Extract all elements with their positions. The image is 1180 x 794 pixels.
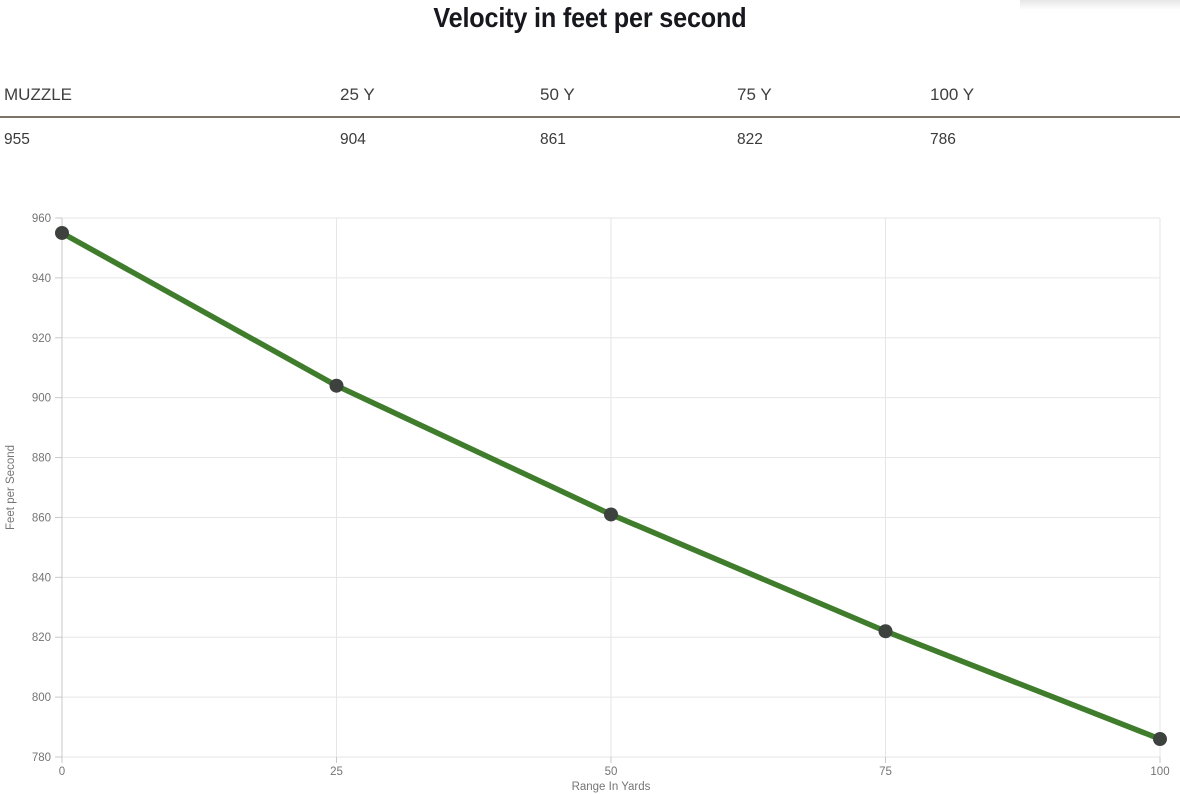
y-tick-label: 920: [32, 333, 51, 345]
x-tick-label: 0: [59, 766, 65, 778]
velocity-table: MUZZLE 25 Y 50 Y 75 Y 100 Y 955 904 861 …: [0, 74, 1180, 161]
velocity-line-chart[interactable]: 780 800 820 840 860 880 900 920 940 960 0 25 50 75 100…: [0, 194, 1180, 794]
table-header-50y: 50 Y: [540, 85, 575, 104]
table-header-100y: 100 Y: [930, 85, 975, 104]
table-header-25y: 25 Y: [340, 85, 375, 104]
x-tick-label: 100: [1150, 766, 1169, 778]
table-header-muzzle: MUZZLE: [4, 85, 72, 104]
y-tick-label: 900: [32, 393, 51, 405]
velocity-line-chart-svg[interactable]: 780 800 820 840 860 880 900 920 940 960 0 25 50 75 100…: [0, 194, 1180, 794]
velocity-value-25y: 904: [340, 131, 366, 148]
y-tick-label: 880: [32, 453, 51, 465]
y-tick-label: 860: [32, 512, 51, 524]
page-title: Velocity in feet per second: [0, 2, 1180, 34]
velocity-value-muzzle: 955: [4, 131, 30, 148]
page-title-text: Velocity in feet per second: [433, 2, 747, 33]
y-tick-label: 780: [32, 752, 51, 764]
velocity-value-100y: 786: [930, 131, 956, 148]
data-point-marker[interactable]: [1153, 732, 1167, 747]
y-tick-label: 940: [32, 273, 51, 285]
data-point-marker[interactable]: [604, 507, 618, 522]
table-value-row: 955 904 861 822 786: [0, 118, 1180, 161]
data-point-marker[interactable]: [329, 378, 344, 393]
x-tick-label: 25: [330, 766, 343, 778]
x-tick-label: 75: [879, 766, 892, 778]
data-point-marker[interactable]: [878, 624, 893, 639]
y-tick-label: 820: [32, 632, 51, 644]
y-tick-label: 800: [32, 692, 51, 704]
y-tick-label: 840: [32, 572, 51, 584]
y-axis-title: Feet per Second: [5, 445, 17, 530]
x-axis-title: Range In Yards: [572, 781, 651, 793]
y-tick-label: 960: [32, 213, 51, 225]
velocity-value-75y: 822: [737, 131, 763, 148]
table-header-75y: 75 Y: [737, 85, 772, 104]
velocity-value-50y: 861: [540, 131, 566, 148]
x-tick-label: 50: [605, 766, 618, 778]
table-header-row: MUZZLE 25 Y 50 Y 75 Y 100 Y: [0, 74, 1180, 118]
data-point-marker[interactable]: [55, 225, 69, 240]
